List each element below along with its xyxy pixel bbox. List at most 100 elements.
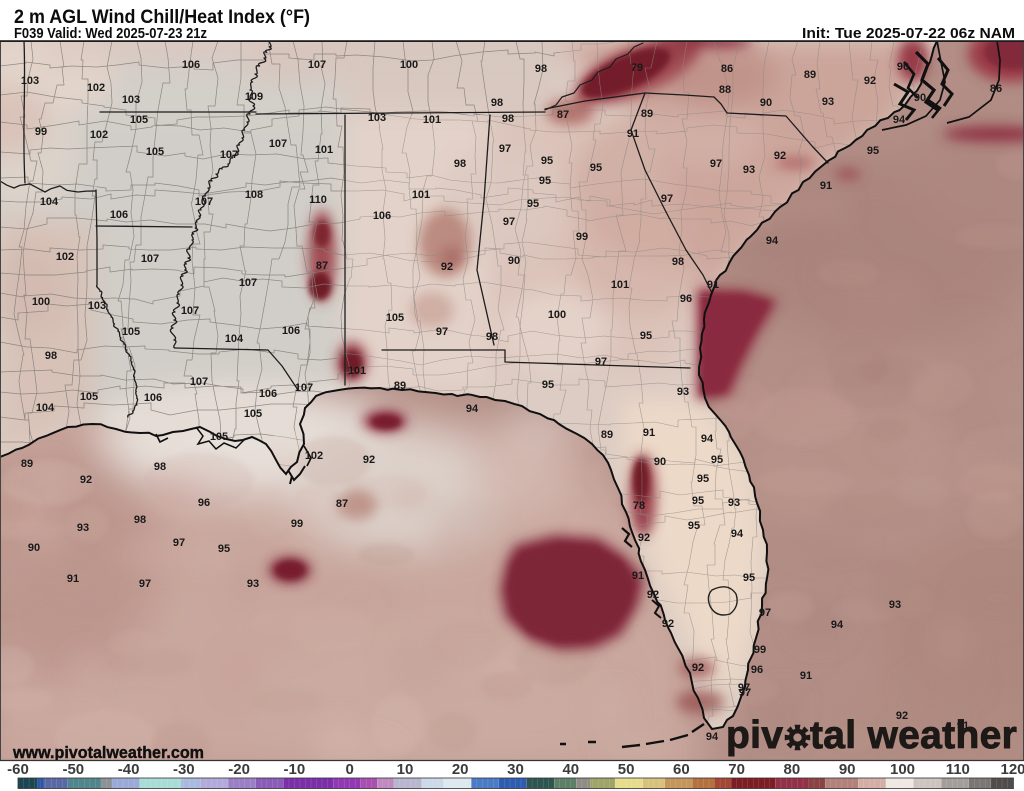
svg-text:93: 93 (822, 96, 834, 108)
svg-text:97: 97 (739, 687, 751, 699)
svg-text:105: 105 (130, 114, 148, 126)
svg-text:97: 97 (173, 537, 185, 549)
svg-text:91: 91 (707, 279, 719, 291)
svg-text:95: 95 (697, 473, 709, 485)
svg-text:93: 93 (247, 578, 259, 590)
svg-text:103: 103 (122, 94, 140, 106)
svg-text:102: 102 (305, 450, 323, 462)
svg-text:92: 92 (662, 618, 674, 630)
svg-text:90: 90 (654, 456, 666, 468)
svg-text:92: 92 (441, 261, 453, 273)
svg-text:99: 99 (754, 644, 766, 656)
svg-text:92: 92 (692, 662, 704, 674)
svg-text:2 m AGL Wind Chill/Heat Index: 2 m AGL Wind Chill/Heat Index (°F) (14, 7, 310, 28)
svg-text:106: 106 (182, 59, 200, 71)
svg-text:94: 94 (701, 433, 714, 445)
svg-text:78: 78 (633, 500, 645, 512)
svg-text:95: 95 (541, 155, 553, 167)
svg-text:100: 100 (400, 59, 418, 71)
svg-text:95: 95 (527, 198, 539, 210)
svg-text:106: 106 (282, 325, 300, 337)
svg-text:www.pivotalweather.com: www.pivotalweather.com (12, 744, 204, 762)
svg-text:97: 97 (436, 326, 448, 338)
svg-text:97: 97 (595, 356, 607, 368)
svg-text:96: 96 (680, 293, 692, 305)
svg-text:102: 102 (56, 251, 74, 263)
svg-text:20: 20 (452, 761, 469, 778)
svg-text:107: 107 (181, 305, 199, 317)
svg-text:104: 104 (40, 196, 59, 208)
svg-text:109: 109 (245, 91, 263, 103)
svg-text:95: 95 (692, 495, 704, 507)
svg-text:91: 91 (643, 427, 655, 439)
svg-text:107: 107 (195, 196, 213, 208)
svg-text:95: 95 (711, 454, 723, 466)
svg-text:94: 94 (466, 403, 479, 415)
svg-text:94: 94 (831, 619, 844, 631)
svg-text:107: 107 (308, 59, 326, 71)
svg-text:97: 97 (759, 607, 771, 619)
svg-text:106: 106 (144, 392, 162, 404)
svg-text:99: 99 (576, 231, 588, 243)
svg-text:101: 101 (611, 279, 629, 291)
svg-text:101: 101 (423, 114, 441, 126)
svg-text:94: 94 (893, 114, 906, 126)
svg-text:92: 92 (80, 474, 92, 486)
svg-text:50: 50 (618, 761, 635, 778)
svg-text:95: 95 (688, 520, 700, 532)
svg-text:90: 90 (897, 61, 909, 73)
svg-text:102: 102 (87, 82, 105, 94)
svg-text:104: 104 (36, 402, 55, 414)
svg-text:tal weather: tal weather (810, 714, 1017, 757)
svg-text:97: 97 (499, 143, 511, 155)
svg-text:0: 0 (346, 761, 354, 778)
svg-text:107: 107 (295, 382, 313, 394)
svg-text:30: 30 (507, 761, 524, 778)
svg-text:120: 120 (1000, 761, 1024, 778)
svg-text:105: 105 (80, 391, 98, 403)
svg-text:40: 40 (562, 761, 579, 778)
svg-text:93: 93 (728, 497, 740, 509)
svg-text:107: 107 (220, 149, 238, 161)
svg-text:100: 100 (548, 309, 566, 321)
svg-text:Init: Tue 2025-07-22 06z NAM: Init: Tue 2025-07-22 06z NAM (802, 25, 1015, 42)
svg-text:110: 110 (309, 194, 327, 206)
svg-text:98: 98 (486, 331, 498, 343)
svg-text:101: 101 (412, 189, 430, 201)
svg-text:98: 98 (491, 97, 503, 109)
svg-text:105: 105 (244, 408, 262, 420)
svg-text:91: 91 (627, 128, 639, 140)
svg-text:99: 99 (291, 518, 303, 530)
svg-text:96: 96 (198, 497, 210, 509)
svg-text:107: 107 (141, 253, 159, 265)
svg-text:86: 86 (990, 83, 1002, 95)
svg-text:99: 99 (35, 126, 47, 138)
svg-text:89: 89 (804, 69, 816, 81)
svg-text:89: 89 (601, 429, 613, 441)
svg-text:92: 92 (864, 75, 876, 87)
svg-text:102: 102 (90, 129, 108, 141)
svg-text:106: 106 (259, 388, 277, 400)
svg-text:93: 93 (889, 599, 901, 611)
svg-text:90: 90 (28, 542, 40, 554)
svg-text:70: 70 (728, 761, 745, 778)
svg-text:103: 103 (88, 300, 106, 312)
svg-text:-50: -50 (62, 761, 84, 778)
svg-text:107: 107 (239, 277, 257, 289)
svg-text:97: 97 (661, 193, 673, 205)
svg-text:94: 94 (706, 731, 719, 743)
svg-text:94: 94 (731, 528, 744, 540)
svg-text:-40: -40 (118, 761, 140, 778)
svg-text:98: 98 (154, 461, 166, 473)
svg-text:104: 104 (225, 333, 244, 345)
svg-text:-30: -30 (173, 761, 195, 778)
svg-text:87: 87 (557, 109, 569, 121)
svg-text:106: 106 (373, 210, 391, 222)
svg-text:95: 95 (542, 379, 554, 391)
svg-text:89: 89 (394, 380, 406, 392)
svg-text:98: 98 (672, 256, 684, 268)
svg-text:92: 92 (638, 532, 650, 544)
svg-text:92: 92 (774, 150, 786, 162)
svg-text:98: 98 (502, 113, 514, 125)
svg-text:90: 90 (914, 92, 926, 104)
